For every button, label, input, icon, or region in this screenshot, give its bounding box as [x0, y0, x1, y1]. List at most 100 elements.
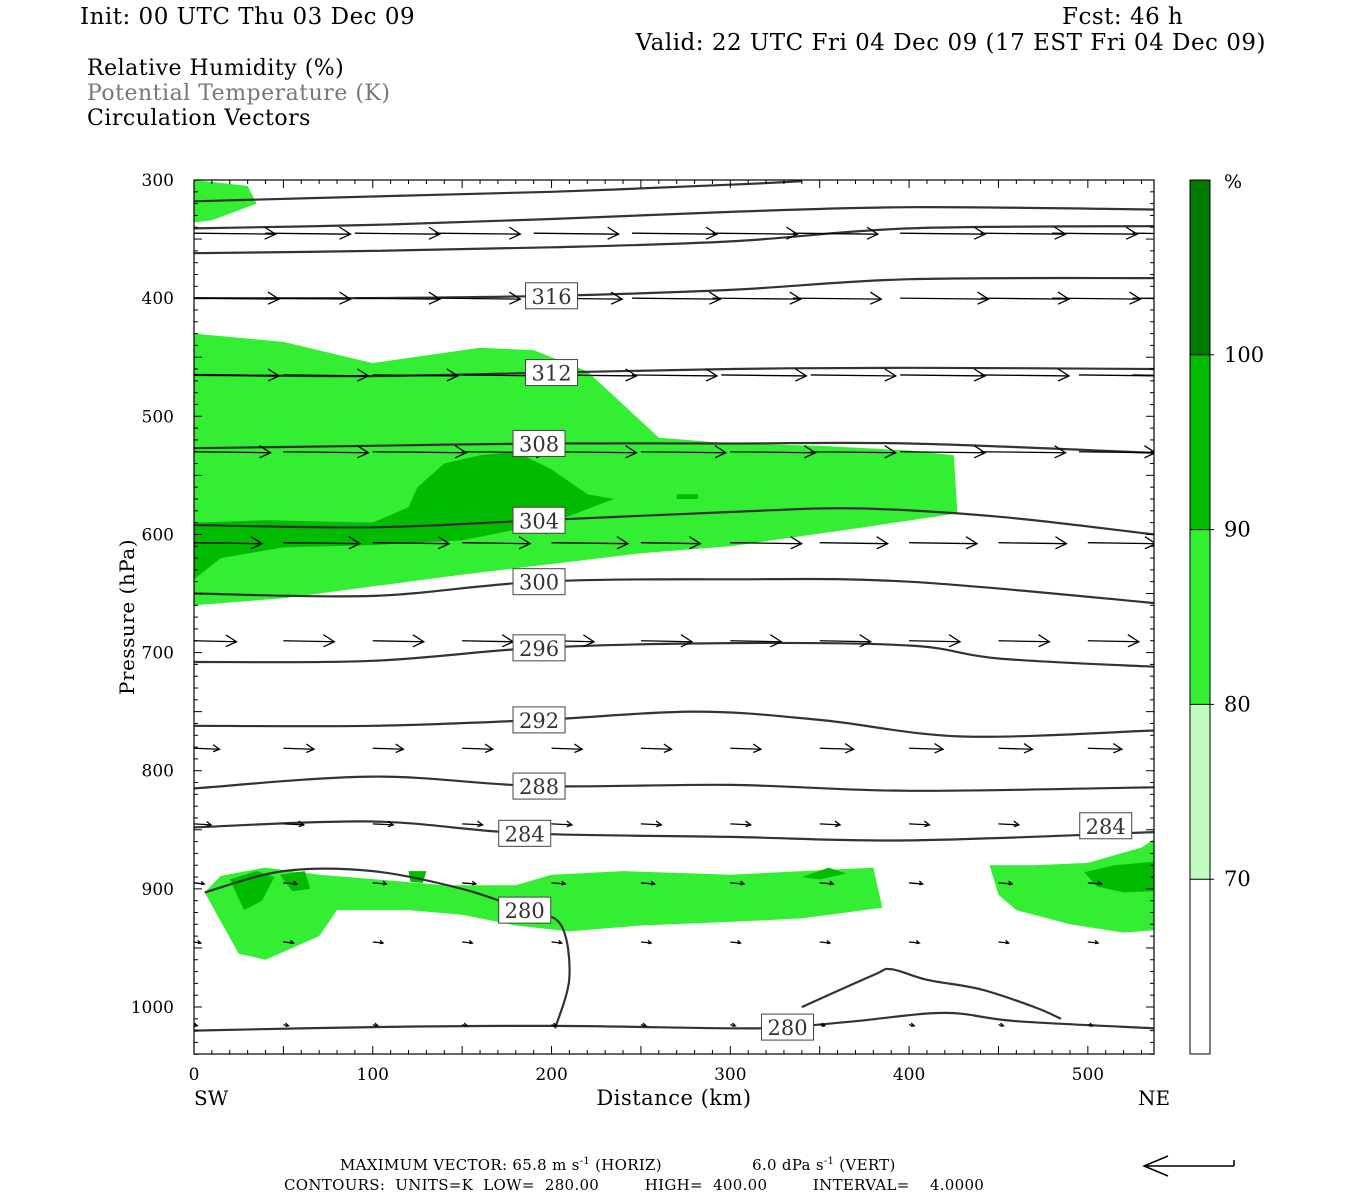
x-tick-label: 200 [535, 1065, 567, 1085]
vector-7-4 [551, 820, 574, 828]
vector-1-8 [900, 291, 990, 305]
vector-4-0 [194, 536, 264, 550]
vector-6-0 [194, 744, 221, 753]
vector-6-9 [998, 743, 1034, 754]
vector-9-4 [551, 939, 564, 945]
vector-7-6 [730, 820, 753, 828]
field-label-vectors: Circulation Vectors [87, 106, 311, 131]
theta-contours [194, 180, 1154, 1032]
vector-5-6 [730, 634, 783, 648]
contour-label-280-10: 280 [761, 1013, 815, 1041]
x-tick-label: 0 [189, 1065, 200, 1085]
max-vector-arrow-icon [1142, 1155, 1235, 1177]
contour-label-text: 280 [767, 1016, 807, 1040]
contour-labels: 316 312 308 304 300 296 292 288 284 280 280 284 [498, 282, 1133, 1041]
vector-2-1 [283, 368, 370, 382]
contour-label-text: 304 [519, 509, 559, 533]
y-axis-label: Pressure (hPa) [115, 539, 139, 695]
footer-max-vector: MAXIMUM VECTOR: 65.8 m s-1 (HORIZ) 6.0 d… [340, 1156, 896, 1174]
vector-3-1 [283, 445, 370, 459]
vector-1-3 [435, 291, 522, 305]
y-tick-label: 900 [142, 880, 174, 900]
vector-9-2 [372, 939, 385, 945]
vector-8-7 [819, 880, 835, 886]
contour-label-312-1: 312 [525, 359, 579, 387]
theta-contour-288-7 [194, 775, 1154, 792]
y-tick-label: 500 [142, 407, 174, 427]
theta-contour-upper-2 [194, 225, 1154, 255]
x-tick-label: 400 [893, 1065, 925, 1085]
theta-contour-292-6 [194, 710, 1154, 738]
x-tick-label: 300 [714, 1065, 746, 1085]
vector-7-1 [283, 820, 306, 828]
vector-10-1 [283, 1022, 290, 1028]
rh-region-90-10 [1084, 861, 1154, 893]
vector-2-11 [1132, 374, 1154, 376]
colorbar-frame [1189, 179, 1211, 1055]
vector-9-6 [730, 939, 742, 945]
vector-10-7 [819, 1022, 827, 1028]
vector-4-4 [551, 536, 630, 550]
theta-contour-308-2 [194, 441, 1154, 454]
theta-contour-304-3 [194, 507, 1154, 536]
vector-1-1 [265, 291, 352, 305]
vector-10-3 [462, 1022, 469, 1028]
contour-label-text: 284 [505, 822, 545, 846]
contour-label-text: 288 [519, 775, 559, 799]
vector-8-3 [462, 880, 478, 886]
vector-1-11 [1132, 297, 1154, 300]
contour-label-text: 296 [519, 637, 559, 661]
vector-3-4 [551, 445, 638, 459]
forecast-hour: Fcst: 46 h [1062, 4, 1184, 30]
vector-4-1 [283, 536, 362, 550]
vector-0-7 [792, 226, 880, 240]
vector-5-9 [998, 634, 1051, 648]
vector-10-6 [730, 1022, 737, 1028]
vector-4-3 [462, 536, 532, 550]
vector-10-4 [551, 1022, 559, 1028]
vector-10-8 [908, 1022, 916, 1028]
vector-0-5 [631, 226, 719, 240]
vector-9-0 [194, 939, 203, 945]
y-tick-label: 600 [142, 525, 174, 545]
contour-label-280-9: 280 [498, 896, 552, 924]
vector-0-1 [265, 226, 352, 240]
vector-3-5 [640, 445, 728, 459]
vector-6-5 [640, 743, 673, 754]
vector-1-6 [712, 291, 803, 305]
footer-vert-label: (VERT) [839, 1156, 896, 1174]
vector-0-8 [900, 226, 987, 240]
theta-contour-316-0 [194, 276, 1154, 300]
vector-0-3 [435, 226, 522, 240]
rh-region-90-6 [279, 871, 311, 892]
vector-1-5 [631, 291, 722, 305]
contour-label-text: 300 [519, 571, 559, 595]
contour-label-284-right: 284 [1079, 812, 1133, 840]
vector-0-10 [1052, 226, 1139, 240]
theta-contour-280-11 [801, 967, 1062, 1020]
contour-label-296-5: 296 [512, 634, 566, 662]
vector-2-0 [194, 368, 281, 382]
contour-label-292-6: 292 [512, 706, 566, 734]
theta-contour-upper-0 [194, 180, 802, 203]
y-tick-label: 700 [142, 644, 174, 664]
vector-7-8 [909, 820, 931, 828]
vector-0-9 [980, 226, 1067, 240]
axes: 0 100 200 300 400 500 300 400 500 600 700 800 900 100… [115, 171, 1170, 1110]
vector-0-11 [1132, 232, 1154, 235]
vector-5-5 [640, 634, 694, 648]
contour-label-316-0: 316 [525, 282, 579, 310]
vector-3-9 [980, 445, 1067, 459]
init-time: Init: 00 UTC Thu 03 Dec 09 [80, 4, 416, 30]
contour-label-288-7: 288 [512, 772, 566, 800]
vector-10-10 [1087, 1022, 1095, 1028]
contour-label-text: 280 [505, 899, 545, 923]
theta-contour-upper-1 [194, 206, 1154, 230]
colorbar-segment-0 [1190, 879, 1210, 1054]
vector-10-9 [998, 1022, 1005, 1028]
vector-6-6 [730, 743, 763, 754]
rh-shading [194, 180, 1154, 960]
sw-label: SW [194, 1086, 229, 1110]
field-label-theta: Potential Temperature (K) [87, 81, 391, 106]
vector-2-7 [810, 368, 898, 382]
